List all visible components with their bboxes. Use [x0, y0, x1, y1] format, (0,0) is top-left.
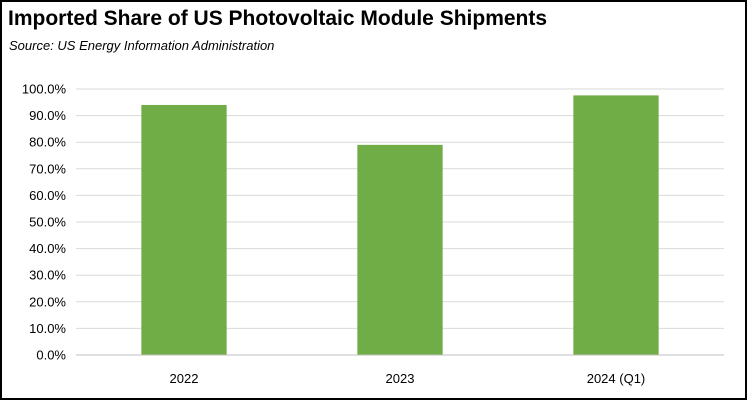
- x-axis-tick-labels: 2022 2023 2024 (Q1): [170, 371, 646, 386]
- y-tick-label: 10.0%: [29, 321, 66, 336]
- y-tick-label: 80.0%: [29, 135, 66, 150]
- x-tick-label: 2022: [170, 371, 199, 386]
- chart-title: Imported Share of US Photovoltaic Module…: [8, 7, 548, 30]
- y-tick-label: 60.0%: [29, 188, 66, 203]
- y-tick-label: 90.0%: [29, 108, 66, 123]
- bar: [573, 95, 659, 355]
- x-tick-label: 2023: [386, 371, 415, 386]
- bars: [141, 95, 659, 356]
- bar: [357, 144, 443, 355]
- y-tick-label: 70.0%: [29, 161, 66, 176]
- y-tick-label: 100.0%: [22, 82, 67, 97]
- chart-subtitle: Source: US Energy Information Administra…: [9, 38, 275, 53]
- y-tick-label: 30.0%: [29, 268, 66, 283]
- y-tick-label: 20.0%: [29, 294, 66, 309]
- bar: [141, 104, 227, 356]
- y-tick-label: 0.0%: [36, 348, 66, 363]
- y-axis-tick-labels: 0.0% 10.0% 20.0% 30.0% 40.0% 50.0% 60.0% 70.0% 8…: [22, 82, 67, 363]
- y-tick-label: 50.0%: [29, 215, 66, 230]
- y-tick-label: 40.0%: [29, 241, 66, 256]
- x-tick-label: 2024 (Q1): [587, 371, 646, 386]
